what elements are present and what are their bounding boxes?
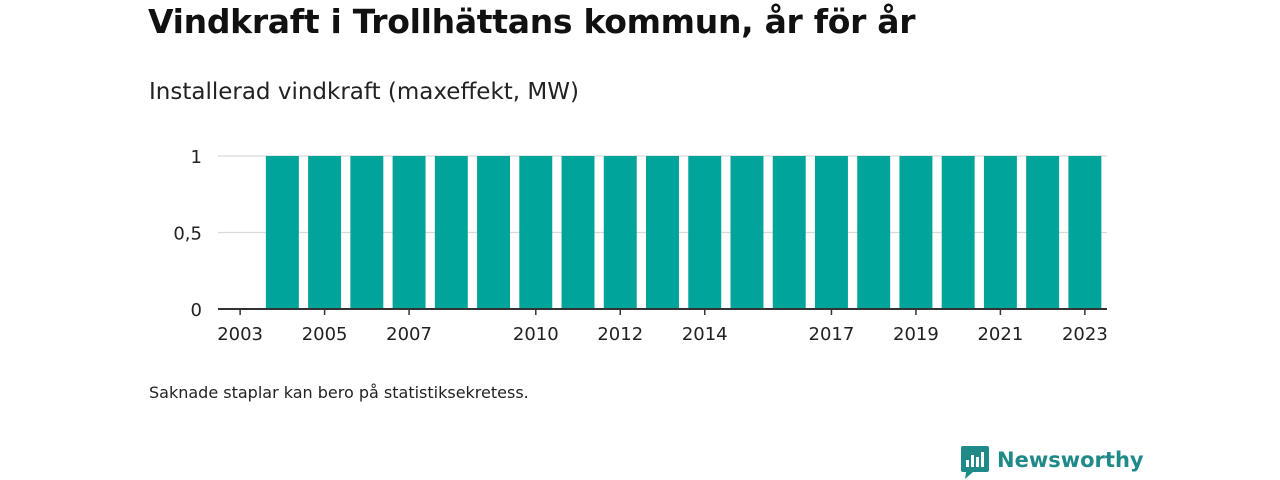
chart-title: Vindkraft i Trollhättans kommun, år för …: [148, 2, 916, 41]
x-tick-label: 2017: [809, 324, 855, 345]
bar: [1026, 156, 1060, 309]
bar: [646, 156, 679, 309]
x-tick-label: 2005: [302, 324, 348, 345]
y-tick-labels: 00,51: [173, 147, 202, 321]
bar: [814, 156, 848, 309]
bar: [308, 156, 342, 309]
bar: [688, 156, 722, 309]
y-tick-label: 1: [191, 147, 202, 168]
bar: [983, 156, 1017, 309]
x-tick-label: 2019: [893, 324, 939, 345]
newsworthy-logo[interactable]: Newsworthy: [961, 446, 1144, 480]
bar: [392, 156, 426, 309]
bar: [941, 156, 975, 309]
chart-subtitle: Installerad vindkraft (maxeffekt, MW): [149, 79, 579, 105]
x-tick-label: 2014: [682, 324, 728, 345]
x-tick-label: 2021: [977, 324, 1023, 345]
bar-chart: 00,51 2003 2005 2007 2010 2012 2014 2017 2019 20…: [173, 147, 1108, 345]
newsworthy-icon: [961, 446, 989, 479]
bar: [265, 156, 299, 309]
x-tick-label: 2023: [1062, 324, 1108, 345]
x-tick-label: 2007: [386, 324, 432, 345]
y-tick-label: 0: [191, 300, 202, 321]
bar: [730, 156, 764, 309]
bar: [857, 156, 891, 309]
bar: [772, 156, 806, 309]
brand-name: Newsworthy: [997, 448, 1144, 472]
bar: [434, 156, 468, 309]
bar: [477, 156, 511, 309]
bar: [1068, 156, 1102, 309]
bar: [603, 156, 637, 309]
x-tick-label: 2012: [597, 324, 643, 345]
y-tick-label: 0,5: [173, 224, 202, 245]
bar: [899, 156, 933, 309]
bars: [265, 156, 1102, 309]
footnote: Saknade staplar kan bero på statistiksek…: [149, 383, 529, 402]
bar: [519, 156, 553, 309]
bar: [350, 156, 384, 309]
x-axis: [218, 308, 1107, 315]
x-tick-label: 2003: [217, 324, 263, 345]
bar: [561, 156, 595, 309]
x-tick-labels: 2003 2005 2007 2010 2012 2014 2017 2019 2021 2023: [217, 324, 1108, 345]
x-tick-label: 2010: [513, 324, 559, 345]
